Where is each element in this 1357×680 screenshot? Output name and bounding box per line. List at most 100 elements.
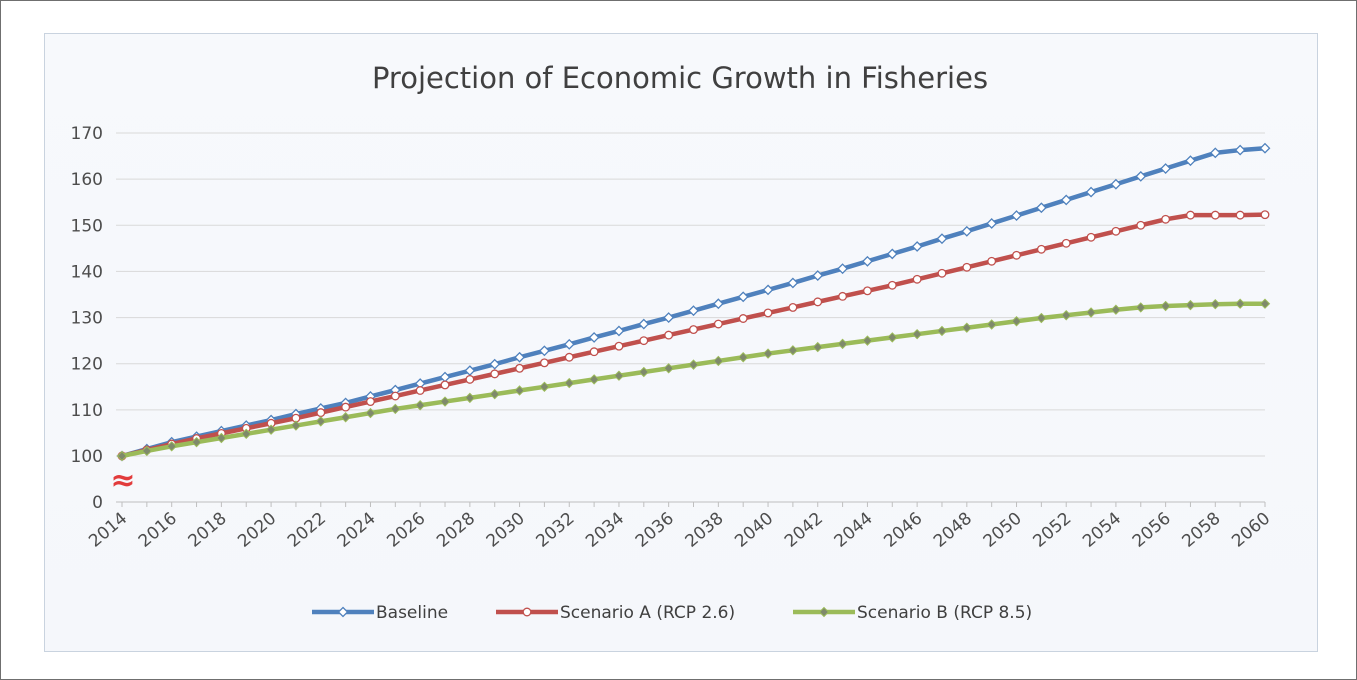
- data-point: [1061, 238, 1071, 248]
- y-tick-label: 160: [71, 170, 103, 190]
- data-point: [216, 432, 227, 444]
- x-tick-label: 2046: [880, 509, 926, 552]
- data-point: [316, 408, 326, 418]
- legend-item: Scenario B (RCP 8.5): [793, 603, 1032, 623]
- data-point: [737, 352, 749, 363]
- data-point: [265, 424, 277, 435]
- x-tick-label: 2026: [383, 509, 429, 552]
- data-point: [713, 319, 723, 329]
- x-tick-label: 2038: [682, 509, 728, 552]
- data-point: [1011, 316, 1022, 327]
- data-point: [515, 363, 525, 373]
- data-point: [465, 374, 475, 384]
- legend-item: Baseline: [312, 603, 448, 623]
- data-point: [166, 441, 177, 452]
- x-tick-label: 2016: [135, 509, 181, 552]
- chart-title: Projection of Economic Growth in Fisheri…: [372, 61, 988, 95]
- x-tick-label: 2028: [433, 509, 479, 552]
- x-tick-label: 2034: [582, 509, 628, 552]
- data-point: [838, 291, 848, 301]
- data-point: [663, 312, 675, 323]
- data-point: [912, 274, 922, 284]
- data-point: [464, 365, 476, 377]
- data-point: [689, 325, 698, 335]
- x-tick-label: 2056: [1129, 509, 1175, 552]
- data-point: [1234, 298, 1246, 309]
- x-tick-label: 2040: [731, 509, 777, 552]
- series-group: [116, 142, 1271, 462]
- data-point: [1011, 210, 1022, 222]
- data-point: [514, 385, 525, 396]
- data-point: [538, 345, 550, 357]
- data-point: [1036, 244, 1046, 254]
- data-point: [563, 338, 575, 350]
- data-point: [1135, 170, 1147, 182]
- data-point: [539, 358, 549, 368]
- data-point: [837, 338, 848, 350]
- data-point: [1259, 298, 1271, 309]
- data-point: [1210, 210, 1220, 220]
- data-point: [962, 262, 972, 272]
- x-tick-label: 2042: [781, 509, 827, 552]
- data-point: [490, 369, 500, 379]
- axis-break-mark: ≈: [110, 463, 135, 498]
- data-point: [489, 388, 500, 400]
- legend-label: Scenario A (RCP 2.6): [560, 603, 735, 623]
- data-point: [439, 371, 451, 383]
- data-point: [1085, 186, 1097, 198]
- data-point: [961, 322, 973, 333]
- data-point: [713, 355, 724, 367]
- data-point: [787, 277, 799, 289]
- data-point: [1036, 312, 1047, 324]
- data-point: [812, 270, 824, 282]
- x-tick-label: 2014: [85, 509, 131, 552]
- data-point: [837, 263, 849, 275]
- x-tick-label: 2032: [532, 509, 578, 552]
- data-point: [887, 332, 898, 343]
- x-tick-label: 2052: [1029, 509, 1075, 552]
- data-point: [911, 241, 923, 252]
- legend-label: Baseline: [376, 603, 448, 623]
- data-point: [763, 308, 773, 318]
- data-point: [489, 358, 501, 370]
- series-3: [116, 298, 1271, 462]
- data-point: [315, 416, 326, 427]
- data-point: [936, 233, 948, 245]
- data-point: [539, 381, 550, 392]
- data-point: [141, 445, 153, 457]
- y-tick-label: 130: [71, 309, 103, 329]
- x-tick-label: 2022: [284, 509, 330, 552]
- data-point: [738, 314, 748, 323]
- data-point: [290, 420, 302, 431]
- data-point: [1234, 144, 1246, 156]
- data-point: [886, 248, 898, 260]
- data-point: [638, 318, 650, 330]
- data-point: [1136, 220, 1146, 230]
- data-point: [737, 291, 749, 303]
- x-tick-label: 2030: [483, 509, 529, 552]
- data-point: [1210, 298, 1221, 310]
- data-point: [663, 363, 674, 374]
- data-point: [1111, 226, 1121, 236]
- y-tick-label: 150: [71, 216, 103, 236]
- data-point: [337, 606, 349, 618]
- chart-panel: [44, 33, 1318, 652]
- data-point: [937, 268, 947, 278]
- data-point: [1185, 155, 1196, 167]
- data-point: [365, 407, 376, 419]
- data-point: [1186, 210, 1195, 220]
- data-point: [1185, 299, 1196, 311]
- series-2: [117, 210, 1270, 461]
- data-point: [787, 345, 799, 356]
- legend-item: Scenario A (RCP 2.6): [496, 603, 735, 623]
- data-point: [564, 352, 574, 362]
- x-tick-label: 2050: [980, 509, 1026, 552]
- data-point: [191, 436, 202, 448]
- data-point: [390, 403, 401, 415]
- data-point: [1110, 304, 1122, 315]
- data-point: [522, 607, 532, 617]
- data-point: [1235, 210, 1245, 220]
- data-point: [390, 391, 400, 401]
- data-point: [911, 328, 923, 340]
